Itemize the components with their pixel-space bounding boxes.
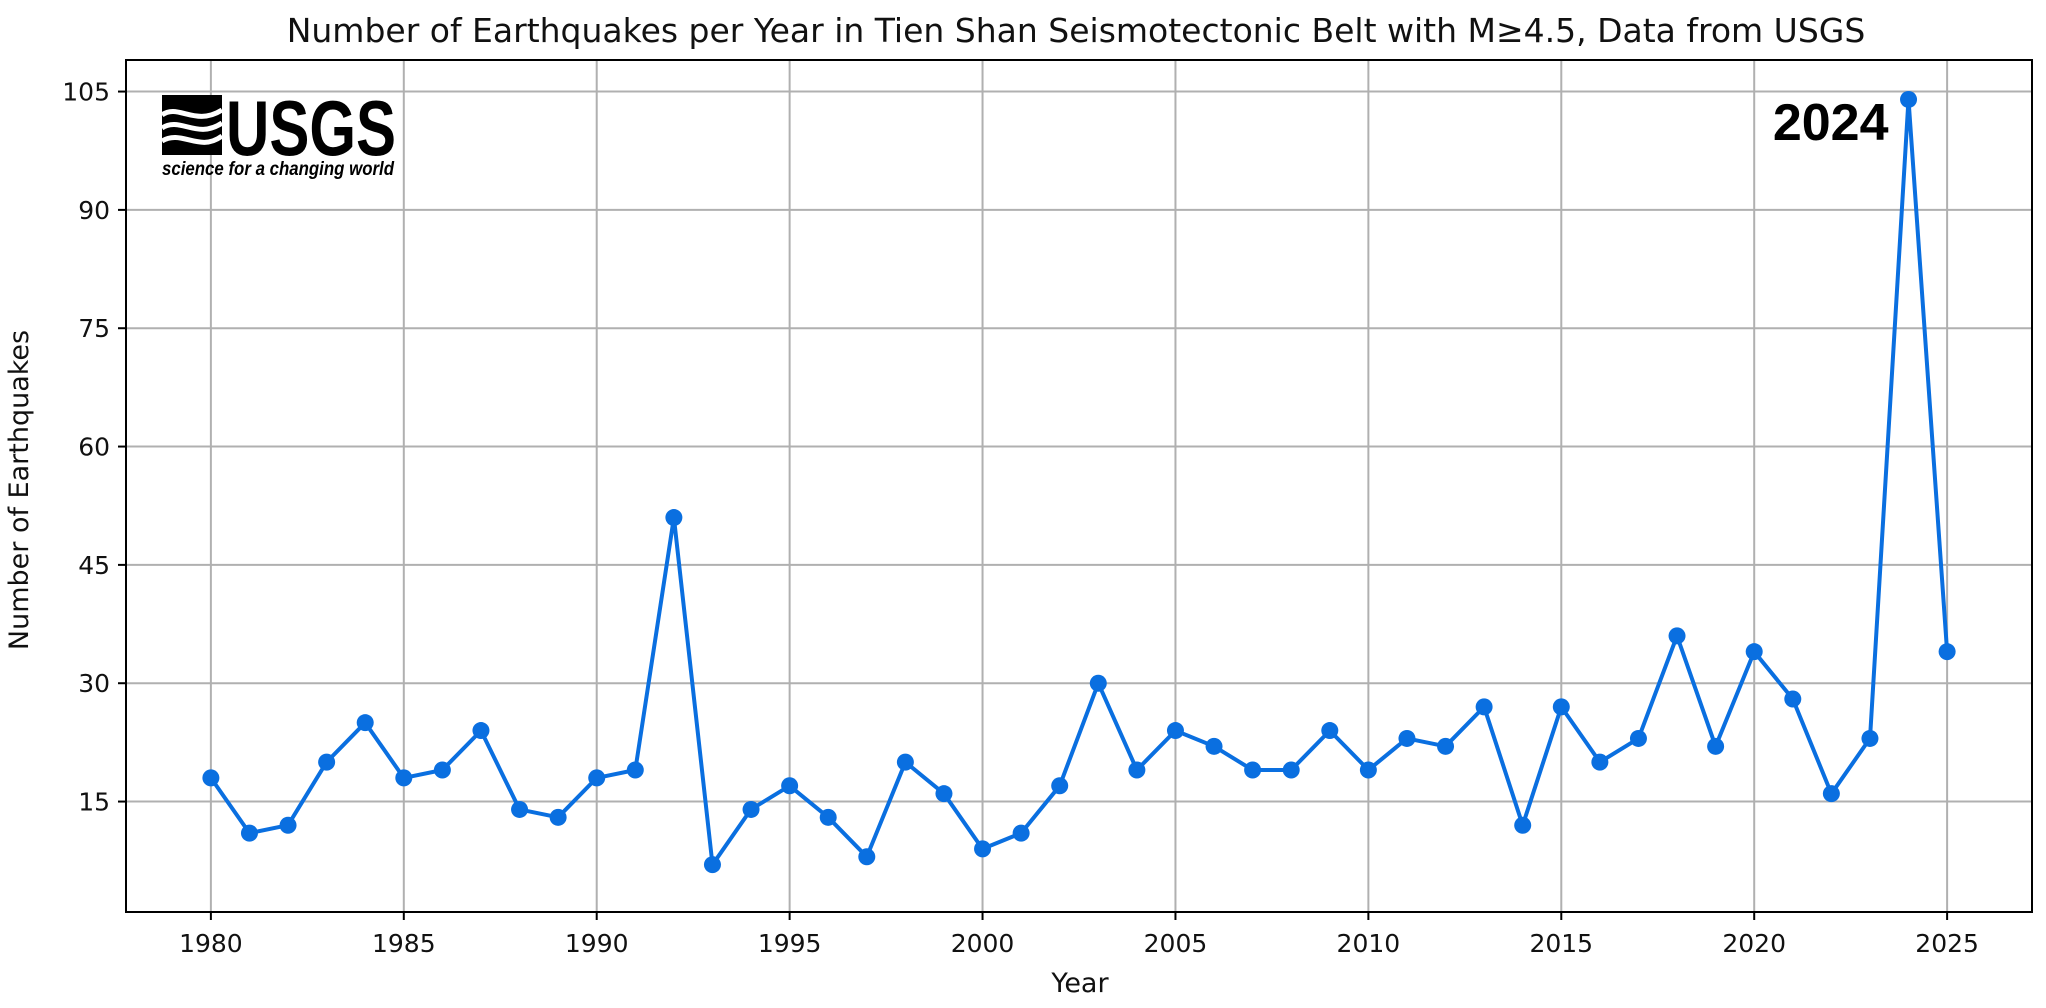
usgs-wave-icon bbox=[160, 95, 224, 155]
data-point bbox=[1629, 729, 1647, 747]
x-tick-label: 2005 bbox=[1144, 929, 1208, 958]
x-tick-label: 2025 bbox=[1915, 929, 1979, 958]
data-point bbox=[1359, 761, 1377, 779]
data-point bbox=[1321, 722, 1339, 740]
chart-title: Number of Earthquakes per Year in Tien S… bbox=[287, 11, 1866, 50]
data-point bbox=[240, 824, 258, 842]
data-point bbox=[1900, 90, 1918, 108]
data-point bbox=[1437, 737, 1455, 755]
data-point bbox=[742, 800, 760, 818]
data-point bbox=[511, 800, 529, 818]
usgs-logo-text: USGS bbox=[226, 84, 396, 172]
data-point bbox=[1089, 674, 1107, 692]
x-tick-label: 1995 bbox=[758, 929, 822, 958]
data-point bbox=[1668, 627, 1686, 645]
data-point bbox=[896, 753, 914, 771]
data-point bbox=[665, 509, 683, 527]
data-point bbox=[1938, 643, 1956, 661]
data-point bbox=[588, 769, 606, 787]
data-point bbox=[1591, 753, 1609, 771]
data-point bbox=[1128, 761, 1146, 779]
x-tick-label: 2010 bbox=[1337, 929, 1401, 958]
y-tick-label: 60 bbox=[78, 433, 110, 462]
x-tick-label: 1985 bbox=[372, 929, 436, 958]
data-point bbox=[1707, 737, 1725, 755]
usgs-logo-tagline: science for a changing world bbox=[162, 159, 394, 180]
x-ticks: 1980 1985 1990 1995 2000 2005 2010 2015 2020 2025 bbox=[179, 912, 1979, 958]
data-point bbox=[1398, 729, 1416, 747]
x-axis-label: Year bbox=[1050, 968, 1109, 999]
x-tick-label: 1990 bbox=[565, 929, 629, 958]
y-ticks: 15 30 45 60 75 90 105 bbox=[62, 78, 126, 817]
x-tick-label: 2020 bbox=[1722, 929, 1786, 958]
data-point bbox=[858, 848, 876, 866]
data-point bbox=[1166, 722, 1184, 740]
data-point bbox=[318, 753, 336, 771]
data-point bbox=[819, 808, 837, 826]
data-point bbox=[703, 856, 721, 874]
data-point bbox=[1745, 643, 1763, 661]
x-tick-label: 2000 bbox=[951, 929, 1015, 958]
data-point bbox=[1552, 698, 1570, 716]
data-point bbox=[974, 840, 992, 858]
plot-frame bbox=[125, 59, 2033, 913]
y-axis-label: Number of Earthquakes bbox=[4, 330, 35, 650]
data-point bbox=[395, 769, 413, 787]
annotation-2024: 2024 bbox=[1773, 94, 1889, 152]
data-point bbox=[549, 808, 567, 826]
data-point bbox=[202, 769, 220, 787]
data-point bbox=[1822, 785, 1840, 803]
x-tick-label: 1980 bbox=[179, 929, 243, 958]
y-tick-label: 30 bbox=[78, 669, 110, 698]
data-point bbox=[279, 816, 297, 834]
data-point bbox=[1051, 777, 1069, 795]
usgs-logo: USGS science for a changing world bbox=[160, 84, 396, 180]
y-tick-label: 75 bbox=[78, 314, 110, 343]
axes bbox=[125, 59, 2033, 913]
y-tick-label: 90 bbox=[78, 196, 110, 225]
data-point bbox=[781, 777, 799, 795]
y-tick-label: 15 bbox=[78, 788, 110, 817]
grid bbox=[126, 60, 2032, 912]
data-point bbox=[1205, 737, 1223, 755]
data-point bbox=[1244, 761, 1262, 779]
series-line bbox=[209, 97, 1950, 867]
data-point bbox=[1475, 698, 1493, 716]
data-point bbox=[433, 761, 451, 779]
series bbox=[202, 90, 1956, 874]
x-tick-label: 2015 bbox=[1529, 929, 1593, 958]
data-point bbox=[626, 761, 644, 779]
y-tick-label: 105 bbox=[62, 78, 110, 107]
y-tick-label: 45 bbox=[78, 551, 110, 580]
data-point bbox=[472, 722, 490, 740]
data-point bbox=[356, 714, 374, 732]
data-point bbox=[1514, 816, 1532, 834]
data-point bbox=[1282, 761, 1300, 779]
data-point bbox=[1861, 729, 1879, 747]
data-point bbox=[1784, 690, 1802, 708]
data-point bbox=[1012, 824, 1030, 842]
data-point bbox=[935, 785, 953, 803]
